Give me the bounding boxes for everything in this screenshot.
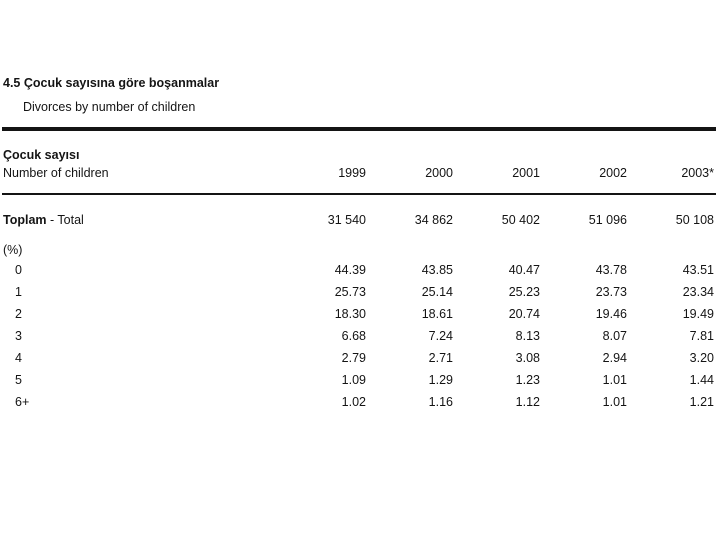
row-label: 5 [15,373,22,387]
column-header-year: 2003* [629,131,716,195]
cell-value: 18.30 [334,307,366,321]
title-divider-rule [2,127,716,131]
percent-unit-label: (%) [3,243,23,257]
cell-value: 40.47 [508,263,540,277]
cell-value: 50 402 [501,213,540,227]
cell-value: 23.73 [595,285,627,299]
cell-value: 20.74 [508,307,540,321]
cell-value: 8.13 [515,329,540,343]
cell-value: 34 862 [414,213,453,227]
cell-value: 3.20 [689,351,714,365]
table-row: 6+ 1.02 1.16 1.12 1.01 1.21 [2,391,716,413]
row-label: 1 [15,285,22,299]
cell-value: 51 096 [588,213,627,227]
cell-value: 44.39 [334,263,366,277]
row-label: 3 [15,329,22,343]
cell-value: 18.61 [421,307,453,321]
cell-value: 50 108 [675,213,714,227]
year-label: 1999 [338,166,366,180]
data-rows: 0 44.39 43.85 40.47 43.78 43.51 1 25.73 … [2,259,716,413]
cell-value: 1.12 [515,395,540,409]
column-header-year: 2000 [368,131,455,195]
cell-value: 25.23 [508,285,540,299]
column-header-year: 2001 [455,131,542,195]
column-header-year: 1999 [281,131,368,195]
table-row: 1 25.73 25.14 25.23 23.73 23.34 [2,281,716,303]
row-label: 2 [15,307,22,321]
column-header-year: 2002 [542,131,629,195]
cell-value: 7.24 [428,329,453,343]
cell-value: 3.08 [515,351,540,365]
cell-value: 1.02 [341,395,366,409]
divorces-table: Çocuk sayısı Number of children 1999 200… [2,131,716,413]
table-row: 3 6.68 7.24 8.13 8.07 7.81 [2,325,716,347]
table-row: 4 2.79 2.71 3.08 2.94 3.20 [2,347,716,369]
year-label: 2001 [512,166,540,180]
total-row-label: Toplam - Total [2,194,281,235]
cell-value: 2.94 [602,351,627,365]
table-row: 5 1.09 1.29 1.23 1.01 1.44 [2,369,716,391]
table-row: 2 18.30 18.61 20.74 19.46 19.49 [2,303,716,325]
cell-value: 1.44 [689,373,714,387]
cell-value: 1.09 [341,373,366,387]
cell-value: 8.07 [602,329,627,343]
percent-unit-row: (%) [2,235,716,259]
table-body: Toplam - Total 31 540 34 862 50 402 51 0… [2,194,716,259]
cell-value: 25.14 [421,285,453,299]
cell-value: 1.21 [689,395,714,409]
cell-value: 1.16 [428,395,453,409]
total-label-turkish: Toplam [3,213,47,227]
cell-value: 6.68 [341,329,366,343]
cell-value: 1.23 [515,373,540,387]
header-label-turkish: Çocuk sayısı [3,148,80,162]
cell-value: 2.79 [341,351,366,365]
cell-value: 43.78 [595,263,627,277]
cell-value: 43.51 [682,263,714,277]
cell-value: 23.34 [682,285,714,299]
row-label: 0 [15,263,22,277]
page-title-turkish: 4.5 Çocuk sayısına göre boşanmalar [3,76,220,90]
cell-value: 1.01 [602,395,627,409]
cell-value: 43.85 [421,263,453,277]
cell-value: 19.46 [595,307,627,321]
table-header: Çocuk sayısı Number of children 1999 200… [2,131,716,195]
year-label: 2003* [681,166,714,180]
cell-value: 19.49 [682,307,714,321]
header-row: Çocuk sayısı Number of children 1999 200… [2,131,716,195]
cell-value: 1.29 [428,373,453,387]
page-title-english: Divorces by number of children [23,100,196,114]
table-row: 0 44.39 43.85 40.47 43.78 43.51 [2,259,716,281]
title-block: 4.5 Çocuk sayısına göre boşanmalar Divor… [3,0,720,114]
total-label-english: - Total [46,213,84,227]
year-label: 2002 [599,166,627,180]
row-label: 4 [15,351,22,365]
total-row: Toplam - Total 31 540 34 862 50 402 51 0… [2,194,716,235]
header-label-cell: Çocuk sayısı Number of children [2,131,281,195]
header-label-english: Number of children [3,166,109,180]
cell-value: 31 540 [327,213,366,227]
cell-value: 1.01 [602,373,627,387]
cell-value: 2.71 [428,351,453,365]
year-label: 2000 [425,166,453,180]
cell-value: 7.81 [689,329,714,343]
row-label: 6+ [15,395,30,409]
cell-value: 25.73 [334,285,366,299]
